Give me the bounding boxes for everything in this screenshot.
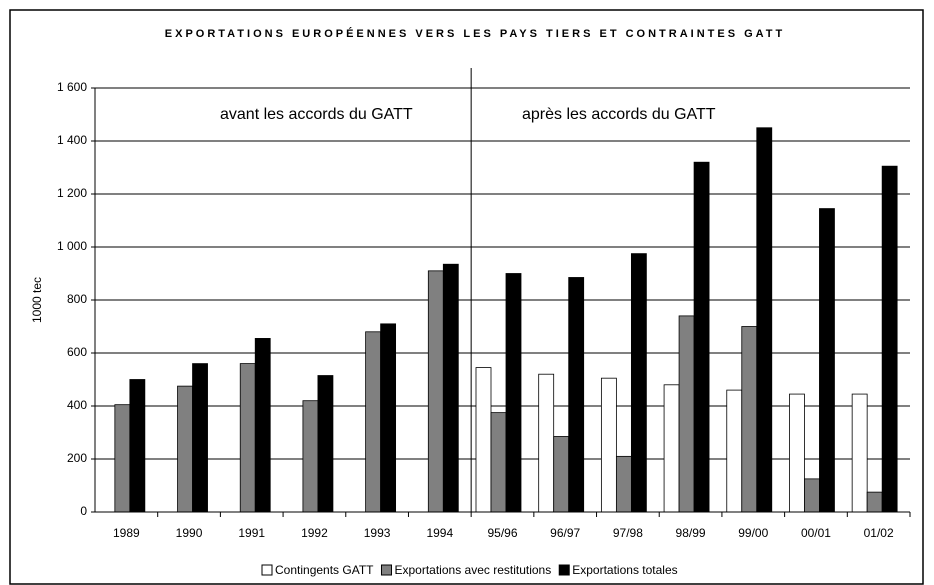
- bar: [192, 363, 208, 513]
- bar: [693, 161, 710, 513]
- bar: [819, 208, 835, 513]
- x-tick-label: 99/00: [738, 526, 768, 540]
- y-tick-label: 1 400: [57, 133, 87, 147]
- bar: [568, 277, 585, 513]
- y-tick-label: 1 600: [57, 80, 87, 94]
- x-tick-label: 95/96: [487, 526, 517, 540]
- y-tick-label: 400: [67, 398, 87, 412]
- bar: [881, 165, 898, 513]
- chart-title: EXPORTATIONS EUROPÉENNES VERS LES PAYS T…: [165, 27, 785, 40]
- annotation: après les accords du GATT: [522, 106, 716, 123]
- x-tick-label: 1989: [113, 526, 140, 540]
- legend-label: Exportations totales: [572, 563, 677, 577]
- bar: [789, 393, 805, 513]
- annotation: avant les accords du GATT: [220, 106, 413, 123]
- x-tick-label: 01/02: [864, 526, 894, 540]
- bar: [442, 263, 459, 513]
- y-tick-label: 200: [67, 451, 87, 465]
- legend-swatch: [380, 564, 392, 576]
- x-tick-label: 00/01: [801, 526, 831, 540]
- bar: [538, 373, 555, 513]
- bar: [317, 375, 334, 513]
- bar: [741, 326, 758, 513]
- x-tick-label: 98/99: [676, 526, 706, 540]
- bar: [239, 363, 256, 513]
- y-tick-label: 1 000: [57, 239, 87, 253]
- bar: [663, 384, 680, 513]
- bar: [129, 379, 146, 513]
- legend-label: Contingents GATT: [275, 563, 374, 577]
- bar: [302, 400, 319, 513]
- bar: [475, 367, 492, 513]
- bar: [600, 377, 617, 513]
- y-tick-label: 1 200: [57, 186, 87, 200]
- y-axis-label: 1000 tec: [30, 277, 44, 323]
- chart-border: [9, 9, 924, 585]
- bar: [365, 331, 382, 513]
- bar: [254, 338, 271, 513]
- bar: [851, 393, 868, 513]
- bar: [553, 436, 570, 513]
- y-tick-label: 0: [80, 504, 87, 518]
- legend-label: Exportations avec restitutions: [394, 563, 551, 577]
- x-tick-label: 1994: [426, 526, 453, 540]
- x-tick-label: 1991: [238, 526, 265, 540]
- bar: [615, 455, 632, 513]
- x-tick-label: 96/97: [550, 526, 580, 540]
- bar: [490, 412, 507, 513]
- legend-swatch: [261, 564, 273, 576]
- x-tick-label: 97/98: [613, 526, 643, 540]
- bar: [804, 478, 820, 513]
- bar: [380, 323, 397, 513]
- bar: [114, 404, 131, 513]
- y-tick-label: 600: [67, 345, 87, 359]
- legend-swatch: [558, 564, 570, 576]
- bar: [678, 315, 695, 513]
- x-tick-label: 1990: [176, 526, 203, 540]
- bar: [726, 389, 743, 513]
- bar: [505, 273, 522, 513]
- bar: [630, 253, 647, 513]
- x-tick-label: 1992: [301, 526, 328, 540]
- bar: [427, 270, 444, 513]
- y-tick-label: 800: [67, 292, 87, 306]
- bar: [177, 385, 193, 513]
- bar: [756, 127, 773, 513]
- bar: [866, 491, 883, 513]
- x-tick-label: 1993: [364, 526, 391, 540]
